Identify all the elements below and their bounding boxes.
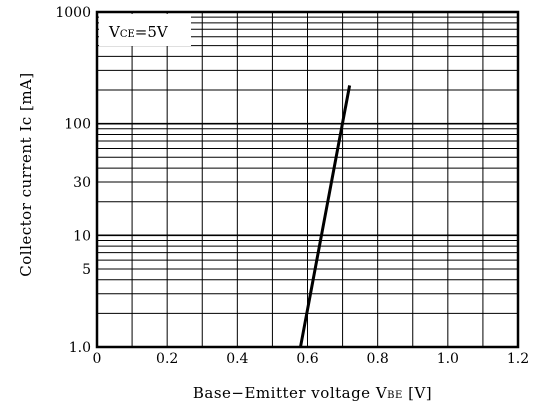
grid-x — [131, 12, 484, 347]
x-tick-label: 0.4 — [226, 351, 248, 367]
y-tick-label: 1000 — [55, 5, 91, 21]
grid-y — [97, 16, 518, 314]
annotation-group: VCE=5V — [99, 14, 191, 46]
y-axis-label: Collector current Ic [mA] — [17, 72, 35, 276]
series-group — [299, 85, 352, 348]
x-axis-label-unit: [V] — [403, 384, 432, 402]
x-axis-label-main: Base−Emitter voltage V — [193, 384, 388, 402]
annotation-rest: =5V — [135, 23, 169, 41]
annotation-vce: VCE=5V — [108, 23, 169, 41]
y-tick-label: 10 — [73, 228, 91, 244]
x-tick-label: 0 — [93, 351, 102, 367]
x-tick-labels: 0 0.2 0.4 0.6 0.8 1.0 1.2 — [93, 351, 530, 367]
y-tick-label: 5 — [82, 262, 91, 278]
annotation-sub: CE — [120, 29, 135, 40]
y-tick-label: 1.0 — [69, 340, 91, 356]
x-tick-label: 0.8 — [367, 351, 389, 367]
y-tick-label: 30 — [73, 175, 91, 191]
x-tick-label: 1.2 — [507, 351, 529, 367]
y-tick-labels: 1.0 5 10 30 100 1000 — [55, 5, 91, 356]
y-tick-label: 100 — [64, 117, 91, 133]
x-axis-label-sub: BE — [387, 390, 403, 401]
x-axis-label: Base−Emitter voltage VBE [V] — [193, 384, 432, 402]
annotation-main: V — [108, 23, 121, 41]
series-line — [299, 85, 352, 348]
x-tick-label: 1.0 — [437, 351, 459, 367]
annotation-background — [99, 14, 191, 46]
x-tick-label: 0.6 — [296, 351, 318, 367]
plot-frame — [95, 10, 520, 349]
x-tick-label: 0.2 — [156, 351, 178, 367]
